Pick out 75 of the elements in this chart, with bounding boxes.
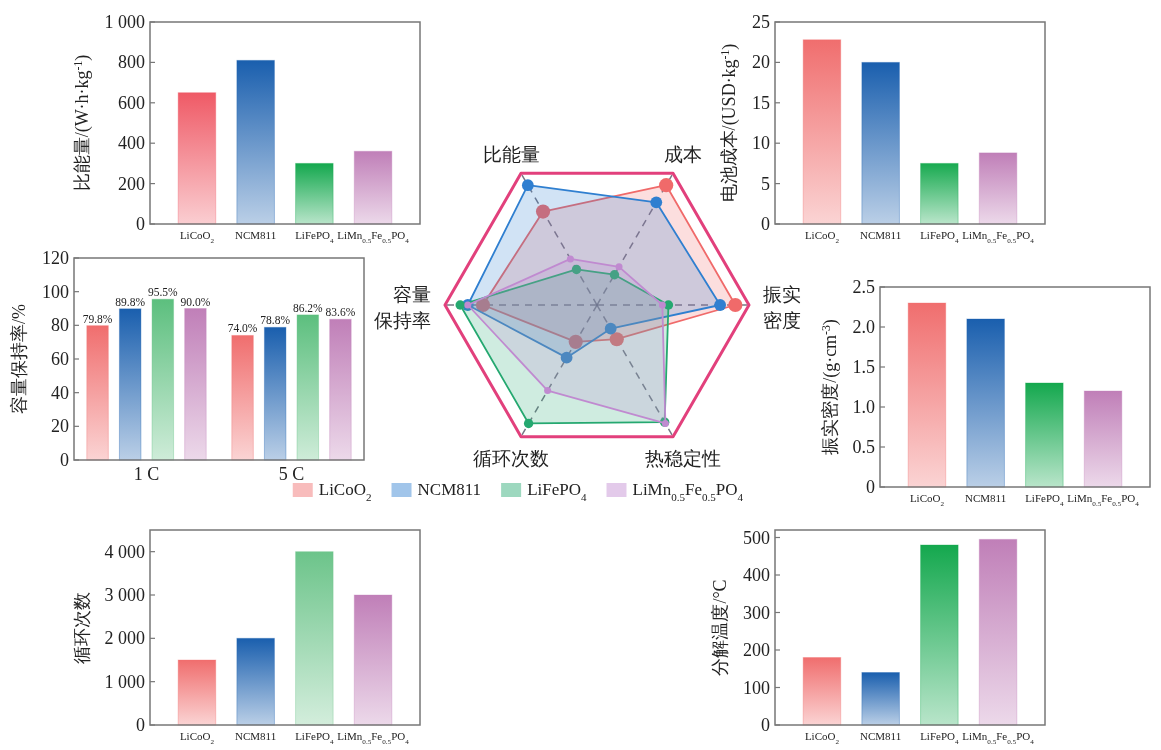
y-tick-label: 800 <box>118 52 145 73</box>
y-tick-label: 1.5 <box>852 357 875 377</box>
y-tick-label: 1 000 <box>104 12 145 32</box>
y-tick-label: 25 <box>752 12 770 32</box>
spoke-label: 振实密度 <box>763 284 801 331</box>
y-tick-label: 0 <box>60 450 69 470</box>
y-tick-label: 1 000 <box>104 671 145 692</box>
y-tick-label: 200 <box>118 173 145 194</box>
spoke-label: 循环次数 <box>473 447 549 469</box>
y-tick-label: 0 <box>761 715 770 735</box>
data-label: 78.8% <box>260 314 291 327</box>
y-tick-label: 20 <box>752 52 770 73</box>
x-tick-label: LiMn$_{0.5}$Fe$_{0.5}$PO$_{4}$ <box>962 229 1035 245</box>
x-tick-label: LiMn$_{0.5}$Fe$_{0.5}$PO$_{4}$ <box>1067 492 1140 508</box>
x-tick-label: LiCoO$_{2}$ <box>804 229 840 245</box>
x-tick-label: LiFePO$_{4}$ <box>295 730 334 746</box>
y-tick-label: 60 <box>51 349 69 369</box>
data-label: 74.0% <box>227 322 258 335</box>
y-tick-label: 200 <box>743 640 770 660</box>
x-tick-label: LiFePO$_{4}$ <box>920 730 959 746</box>
x-tick-label: LiMn$_{0.5}$Fe$_{0.5}$PO$_{4}$ <box>337 730 410 746</box>
x-tick-label: LiCoO$_{2}$ <box>179 730 215 746</box>
data-label: 79.8% <box>82 312 113 325</box>
y-tick-label: 400 <box>118 133 145 154</box>
y-tick-label: 400 <box>743 565 770 585</box>
y-tick-label: 0.5 <box>852 437 875 457</box>
x-tick-label: 1 C <box>133 464 160 484</box>
x-tick-label: LiFePO$_{4}$ <box>295 229 334 245</box>
spoke-label: 比能量 <box>482 144 540 166</box>
x-tick-label: LiMn$_{0.5}$Fe$_{0.5}$PO$_{4}$ <box>962 730 1035 746</box>
data-label: 89.8% <box>115 295 146 308</box>
x-tick-label: LiCoO$_{2}$ <box>909 492 945 508</box>
y-tick-label: 0 <box>866 477 875 497</box>
y-tick-label: 10 <box>752 133 770 154</box>
y-tick-label: 2.5 <box>852 277 875 297</box>
y-tick-label: 1.0 <box>852 397 875 417</box>
y-tick-label: 120 <box>42 248 69 268</box>
x-tick-label: LiMn$_{0.5}$Fe$_{0.5}$PO$_{4}$ <box>337 229 410 245</box>
data-label: 86.2% <box>292 301 324 314</box>
x-tick-label: LiFePO$_{4}$ <box>920 229 959 245</box>
spoke-label: 容量保持率 <box>374 284 431 331</box>
y-tick-label: 5 <box>761 173 770 194</box>
x-tick-label: NCM811 <box>235 229 277 241</box>
y-axis-title: 容量保持率/% <box>9 304 29 414</box>
data-label: 83.6% <box>325 306 356 319</box>
y-tick-label: 600 <box>118 92 145 113</box>
x-tick-label: LiCoO$_{2}$ <box>179 229 215 245</box>
data-label: 95.5% <box>147 286 179 299</box>
x-tick-label: LiCoO$_{2}$ <box>804 730 840 746</box>
x-tick-label: NCM811 <box>860 229 902 241</box>
y-tick-label: 20 <box>51 416 69 437</box>
spoke-label: 热稳定性 <box>645 447 721 469</box>
y-tick-label: 4 000 <box>104 541 145 562</box>
data-label: 90.0% <box>180 295 211 308</box>
y-tick-label: 3 000 <box>104 585 145 605</box>
y-tick-label: 2.0 <box>852 317 875 337</box>
x-tick-label: 5 C <box>278 464 305 484</box>
y-tick-label: 300 <box>743 602 770 623</box>
x-tick-label: NCM811 <box>860 730 902 742</box>
x-tick-label: LiFePO$_{4}$ <box>1025 492 1064 508</box>
x-tick-label: NCM811 <box>965 492 1007 504</box>
y-tick-label: 0 <box>136 214 145 234</box>
y-tick-label: 0 <box>136 715 145 735</box>
y-tick-label: 80 <box>51 315 69 336</box>
y-tick-label: 100 <box>42 281 69 302</box>
y-axis-title: 分解温度/°C <box>710 579 730 676</box>
y-tick-label: 100 <box>743 677 770 698</box>
y-axis-title: 循环次数 <box>71 591 92 664</box>
y-tick-label: 40 <box>51 382 69 403</box>
y-tick-label: 0 <box>761 214 770 234</box>
y-tick-label: 2 000 <box>104 628 145 649</box>
spoke-label: 成本 <box>664 144 702 166</box>
y-tick-label: 500 <box>743 527 770 548</box>
y-tick-label: 15 <box>752 92 770 113</box>
x-tick-label: NCM811 <box>235 730 277 742</box>
